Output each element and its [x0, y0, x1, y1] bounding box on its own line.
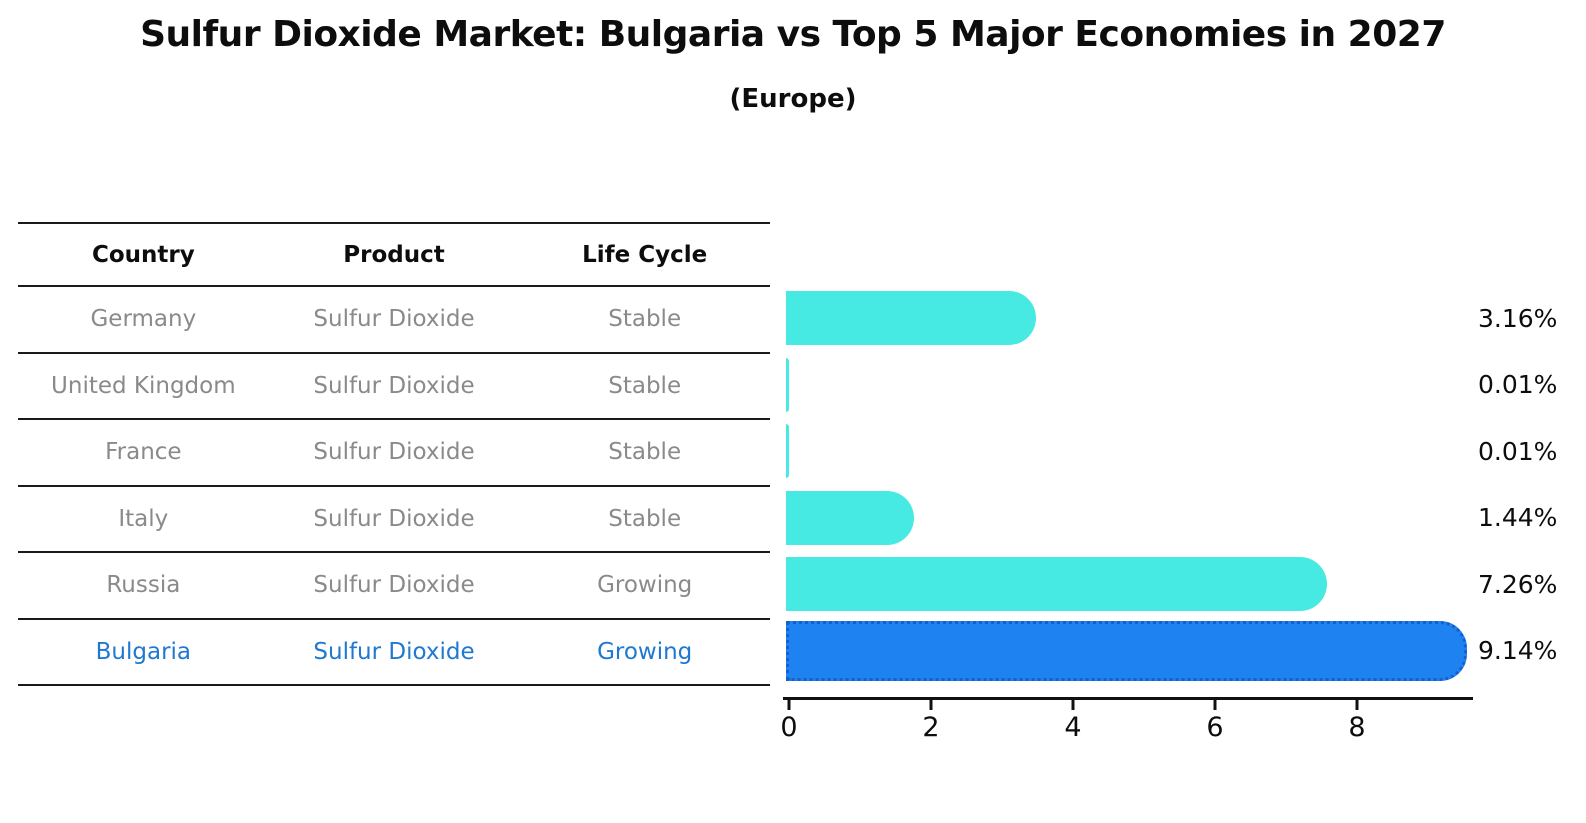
- product-cell: Sulfur Dioxide: [313, 306, 475, 333]
- life-cycle-cell: Growing: [597, 638, 693, 665]
- table-row-united-kingdom: United Kingdom Sulfur Dioxide Stable: [18, 354, 770, 420]
- product-cell: Sulfur Dioxide: [313, 439, 475, 466]
- life-cycle-cell: Stable: [608, 505, 682, 532]
- data-table: Country Product Life Cycle Germany Sulfu…: [18, 222, 770, 686]
- table-header-product: Product: [343, 241, 445, 268]
- bar-row: [786, 352, 1486, 419]
- life-cycle-cell: Growing: [597, 572, 693, 599]
- bar-row: [786, 551, 1486, 618]
- country-cell: France: [105, 439, 182, 466]
- value-label: 7.26%: [1478, 569, 1558, 599]
- value-label: 0.01%: [1478, 436, 1558, 466]
- x-tick-3: [1213, 700, 1217, 710]
- life-cycle-cell: Stable: [608, 306, 682, 333]
- chart-title: Sulfur Dioxide Market: Bulgaria vs Top 5…: [140, 14, 1446, 55]
- product-cell: Sulfur Dioxide: [313, 572, 475, 599]
- product-cell: Sulfur Dioxide: [313, 372, 475, 399]
- bar-united-kingdom: [786, 357, 789, 412]
- value-label: 0.01%: [1478, 370, 1558, 400]
- table-header-row: Country Product Life Cycle: [18, 222, 770, 287]
- bar-germany: [786, 291, 1037, 346]
- x-tick-label: 2: [922, 712, 940, 743]
- bar-row: [786, 285, 1486, 352]
- value-labels: 3.16% 0.01% 0.01% 1.44% 7.26% 9.14%: [1478, 285, 1584, 684]
- x-tick-0: [787, 700, 791, 710]
- x-tick-label: 0: [780, 712, 798, 743]
- bar-row: [786, 418, 1486, 485]
- country-cell: Germany: [90, 306, 197, 333]
- bar-bulgaria: [786, 620, 1467, 681]
- table-row-france: France Sulfur Dioxide Stable: [18, 420, 770, 487]
- table-header-life-cycle: Life Cycle: [582, 241, 708, 268]
- country-cell: United Kingdom: [51, 372, 236, 399]
- value-label: 9.14%: [1478, 636, 1558, 666]
- value-label: 3.16%: [1478, 303, 1558, 333]
- country-cell: Bulgaria: [95, 638, 192, 665]
- x-tick-1: [929, 700, 933, 710]
- table-row-russia: Russia Sulfur Dioxide Growing: [18, 553, 770, 620]
- x-axis: [783, 697, 1473, 700]
- x-tick-label: 8: [1348, 712, 1366, 743]
- value-label: 1.44%: [1478, 503, 1558, 533]
- table-row-italy: Italy Sulfur Dioxide Stable: [18, 487, 770, 553]
- bar-plot: [786, 285, 1486, 684]
- product-cell: Sulfur Dioxide: [313, 505, 475, 532]
- bar-italy: [786, 490, 915, 545]
- chart-subtitle: (Europe): [729, 84, 857, 114]
- x-tick-label: 6: [1206, 712, 1224, 743]
- table-row-bulgaria: Bulgaria Sulfur Dioxide Growing: [18, 620, 770, 686]
- bar-row: [786, 485, 1486, 552]
- table-header-country: Country: [91, 241, 195, 268]
- country-cell: Italy: [118, 505, 169, 532]
- x-tick-2: [1071, 700, 1075, 710]
- life-cycle-cell: Stable: [608, 372, 682, 399]
- bar-france: [786, 424, 789, 479]
- table-row-germany: Germany Sulfur Dioxide Stable: [18, 287, 770, 354]
- x-tick-label: 4: [1064, 712, 1082, 743]
- product-cell: Sulfur Dioxide: [313, 638, 475, 665]
- bar-row: [786, 618, 1486, 685]
- life-cycle-cell: Stable: [608, 439, 682, 466]
- x-tick-4: [1355, 700, 1359, 710]
- bar-russia: [786, 557, 1328, 612]
- country-cell: Russia: [106, 572, 181, 599]
